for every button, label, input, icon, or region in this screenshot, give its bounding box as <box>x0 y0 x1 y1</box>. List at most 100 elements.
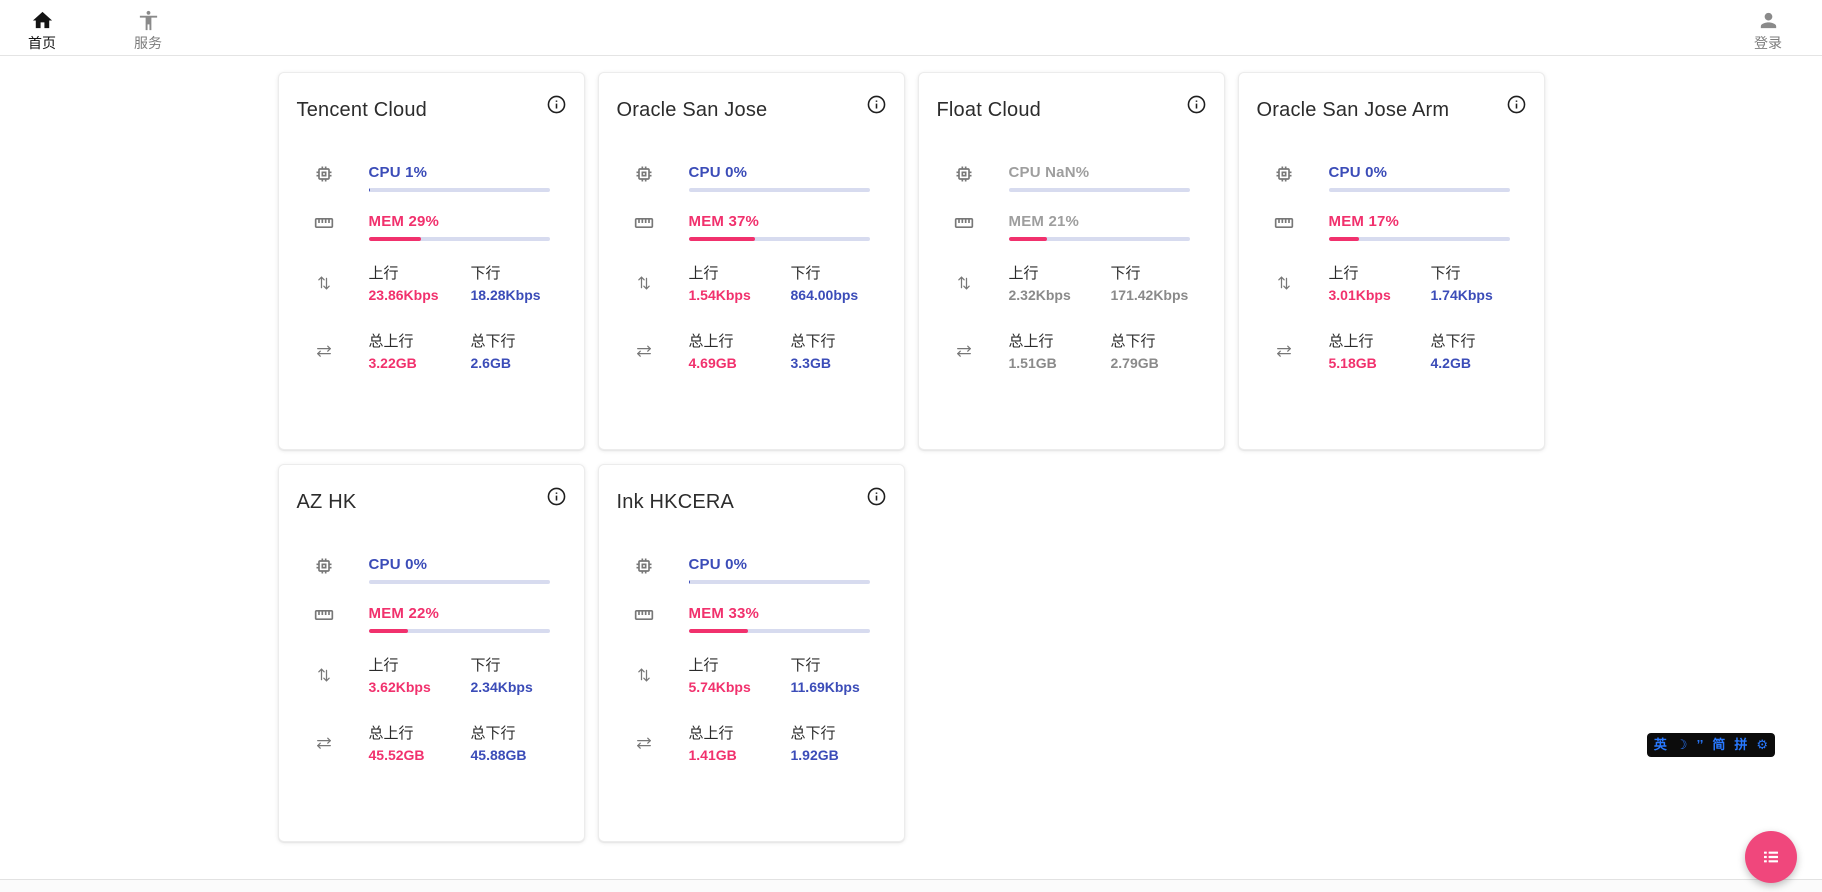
home-icon <box>32 11 52 28</box>
total-upload-label: 总上行 <box>688 333 734 350</box>
download-label: 下行 <box>1110 265 1141 282</box>
upload-speed: 1.54Kbps <box>688 287 751 303</box>
server-name: AZ HK <box>296 491 357 513</box>
upload-label: 上行 <box>1328 265 1359 282</box>
total-download-label: 总下行 <box>470 333 516 350</box>
list-icon <box>1764 851 1778 863</box>
net-total-row: 总上行 1.51GB 总下行 2.79GB <box>954 330 1190 371</box>
cpu-chip-icon <box>634 556 654 576</box>
nav-item-services[interactable]: 服务 <box>134 3 162 53</box>
mem-progress <box>368 237 550 241</box>
memory-ruler-icon <box>954 213 974 233</box>
total-upload-label: 总上行 <box>368 333 414 350</box>
swap-horizontal-icon <box>314 341 334 361</box>
mem-progress <box>1328 237 1510 241</box>
net-speed-row: 上行 23.86Kbps 下行 18.28Kbps <box>314 262 550 303</box>
total-upload-label: 总上行 <box>1328 333 1374 350</box>
download-label: 下行 <box>790 657 821 674</box>
total-upload-value: 1.41GB <box>688 747 737 763</box>
upload-speed: 23.86Kbps <box>368 287 439 303</box>
download-speed: 11.69Kbps <box>790 679 860 695</box>
memory-ruler-icon <box>314 605 334 625</box>
info-icon[interactable] <box>866 94 887 115</box>
ime-moon-icon[interactable]: ☽ <box>1675 737 1688 752</box>
mem-row: MEM 22% <box>314 605 550 633</box>
mem-usage-label: MEM 21% <box>1008 213 1080 230</box>
nav-item-home[interactable]: 首页 <box>28 3 56 53</box>
info-icon[interactable] <box>546 94 567 115</box>
total-download-value: 1.92GB <box>790 747 839 763</box>
ime-lang-toggle[interactable]: 英 <box>1653 737 1667 752</box>
cpu-row: CPU 0% <box>634 556 870 584</box>
cpu-usage-label: CPU 0% <box>368 556 428 573</box>
download-label: 下行 <box>470 657 501 674</box>
mem-row: MEM 21% <box>954 213 1190 241</box>
total-upload-value: 3.22GB <box>368 355 417 371</box>
memory-ruler-icon <box>634 605 654 625</box>
cpu-chip-icon <box>314 556 334 576</box>
nav-item-login[interactable]: 登录 <box>1754 3 1782 53</box>
upload-label: 上行 <box>368 657 399 674</box>
total-download-label: 总下行 <box>790 333 836 350</box>
nav-login-label: 登录 <box>1754 34 1782 51</box>
total-upload-value: 1.51GB <box>1008 355 1057 371</box>
cpu-row: CPU NaN% <box>954 164 1190 192</box>
ime-pinyin-toggle[interactable]: 拼 <box>1734 737 1748 752</box>
total-upload-value: 4.69GB <box>688 355 737 371</box>
server-metrics: CPU 0% MEM 22% 上行 3.62Kb <box>314 556 550 763</box>
net-speed-row: 上行 3.01Kbps 下行 1.74Kbps <box>1274 262 1510 303</box>
cpu-chip-icon <box>954 164 974 184</box>
cpu-chip-icon <box>1274 164 1294 184</box>
ime-punctuation-toggle[interactable]: ’’ <box>1696 737 1704 752</box>
info-icon[interactable] <box>1186 94 1207 115</box>
cpu-progress <box>368 188 550 192</box>
net-speed-row: 上行 5.74Kbps 下行 11.69Kbps <box>634 654 870 695</box>
total-download-label: 总下行 <box>470 725 516 742</box>
cpu-usage-label: CPU 0% <box>688 164 748 181</box>
mem-progress <box>688 629 870 633</box>
server-card: AZ HK CPU 0% MEM 22% <box>277 464 585 842</box>
upload-speed: 3.01Kbps <box>1328 287 1391 303</box>
total-upload-value: 45.52GB <box>368 747 425 763</box>
cpu-row: CPU 0% <box>1274 164 1510 192</box>
server-metrics: CPU 0% MEM 37% 上行 1.54Kb <box>634 164 870 371</box>
server-card: Tencent Cloud CPU 1% MEM 29% <box>277 72 585 450</box>
cpu-row: CPU 0% <box>634 164 870 192</box>
ime-settings-gear-icon[interactable]: ⚙ <box>1756 737 1768 752</box>
top-nav: 首页 服务 登录 <box>0 0 1822 56</box>
nav-right: 登录 <box>1754 3 1782 53</box>
total-upload-value: 5.18GB <box>1328 355 1377 371</box>
server-name: Tencent Cloud <box>296 99 427 121</box>
swap-horizontal-icon <box>954 341 974 361</box>
ime-simplified-toggle[interactable]: 简 <box>1712 737 1726 752</box>
server-card: Float Cloud CPU NaN% MEM 21% <box>917 72 1225 450</box>
swap-horizontal-icon <box>634 733 654 753</box>
cpu-progress <box>688 580 870 584</box>
swap-vertical-icon <box>314 273 334 293</box>
upload-speed: 2.32Kbps <box>1008 287 1071 303</box>
info-icon[interactable] <box>1506 94 1527 115</box>
cpu-chip-icon <box>634 164 654 184</box>
mem-progress <box>368 629 550 633</box>
cpu-row: CPU 1% <box>314 164 550 192</box>
server-name: Float Cloud <box>936 99 1041 121</box>
swap-vertical-icon <box>634 273 654 293</box>
info-icon[interactable] <box>866 486 887 507</box>
server-metrics: CPU 0% MEM 33% 上行 5.74Kb <box>634 556 870 763</box>
server-card: Ink HKCERA CPU 0% MEM 33% <box>597 464 905 842</box>
download-speed: 18.28Kbps <box>470 287 541 303</box>
download-label: 下行 <box>1430 265 1461 282</box>
cpu-usage-label: CPU 0% <box>1328 164 1388 181</box>
server-list-fab-button[interactable] <box>1745 831 1797 883</box>
server-card: Oracle San Jose CPU 0% MEM 37% <box>597 72 905 450</box>
net-speed-row: 上行 2.32Kbps 下行 171.42Kbps <box>954 262 1190 303</box>
info-icon[interactable] <box>546 486 567 507</box>
person-icon <box>1760 12 1776 28</box>
server-cards: Tencent Cloud CPU 1% MEM 29% <box>277 72 1545 842</box>
net-total-row: 总上行 1.41GB 总下行 1.92GB <box>634 722 870 763</box>
download-label: 下行 <box>790 265 821 282</box>
cpu-progress <box>368 580 550 584</box>
server-name: Oracle San Jose <box>616 99 768 121</box>
cpu-progress <box>1008 188 1190 192</box>
download-speed: 1.74Kbps <box>1430 287 1493 303</box>
